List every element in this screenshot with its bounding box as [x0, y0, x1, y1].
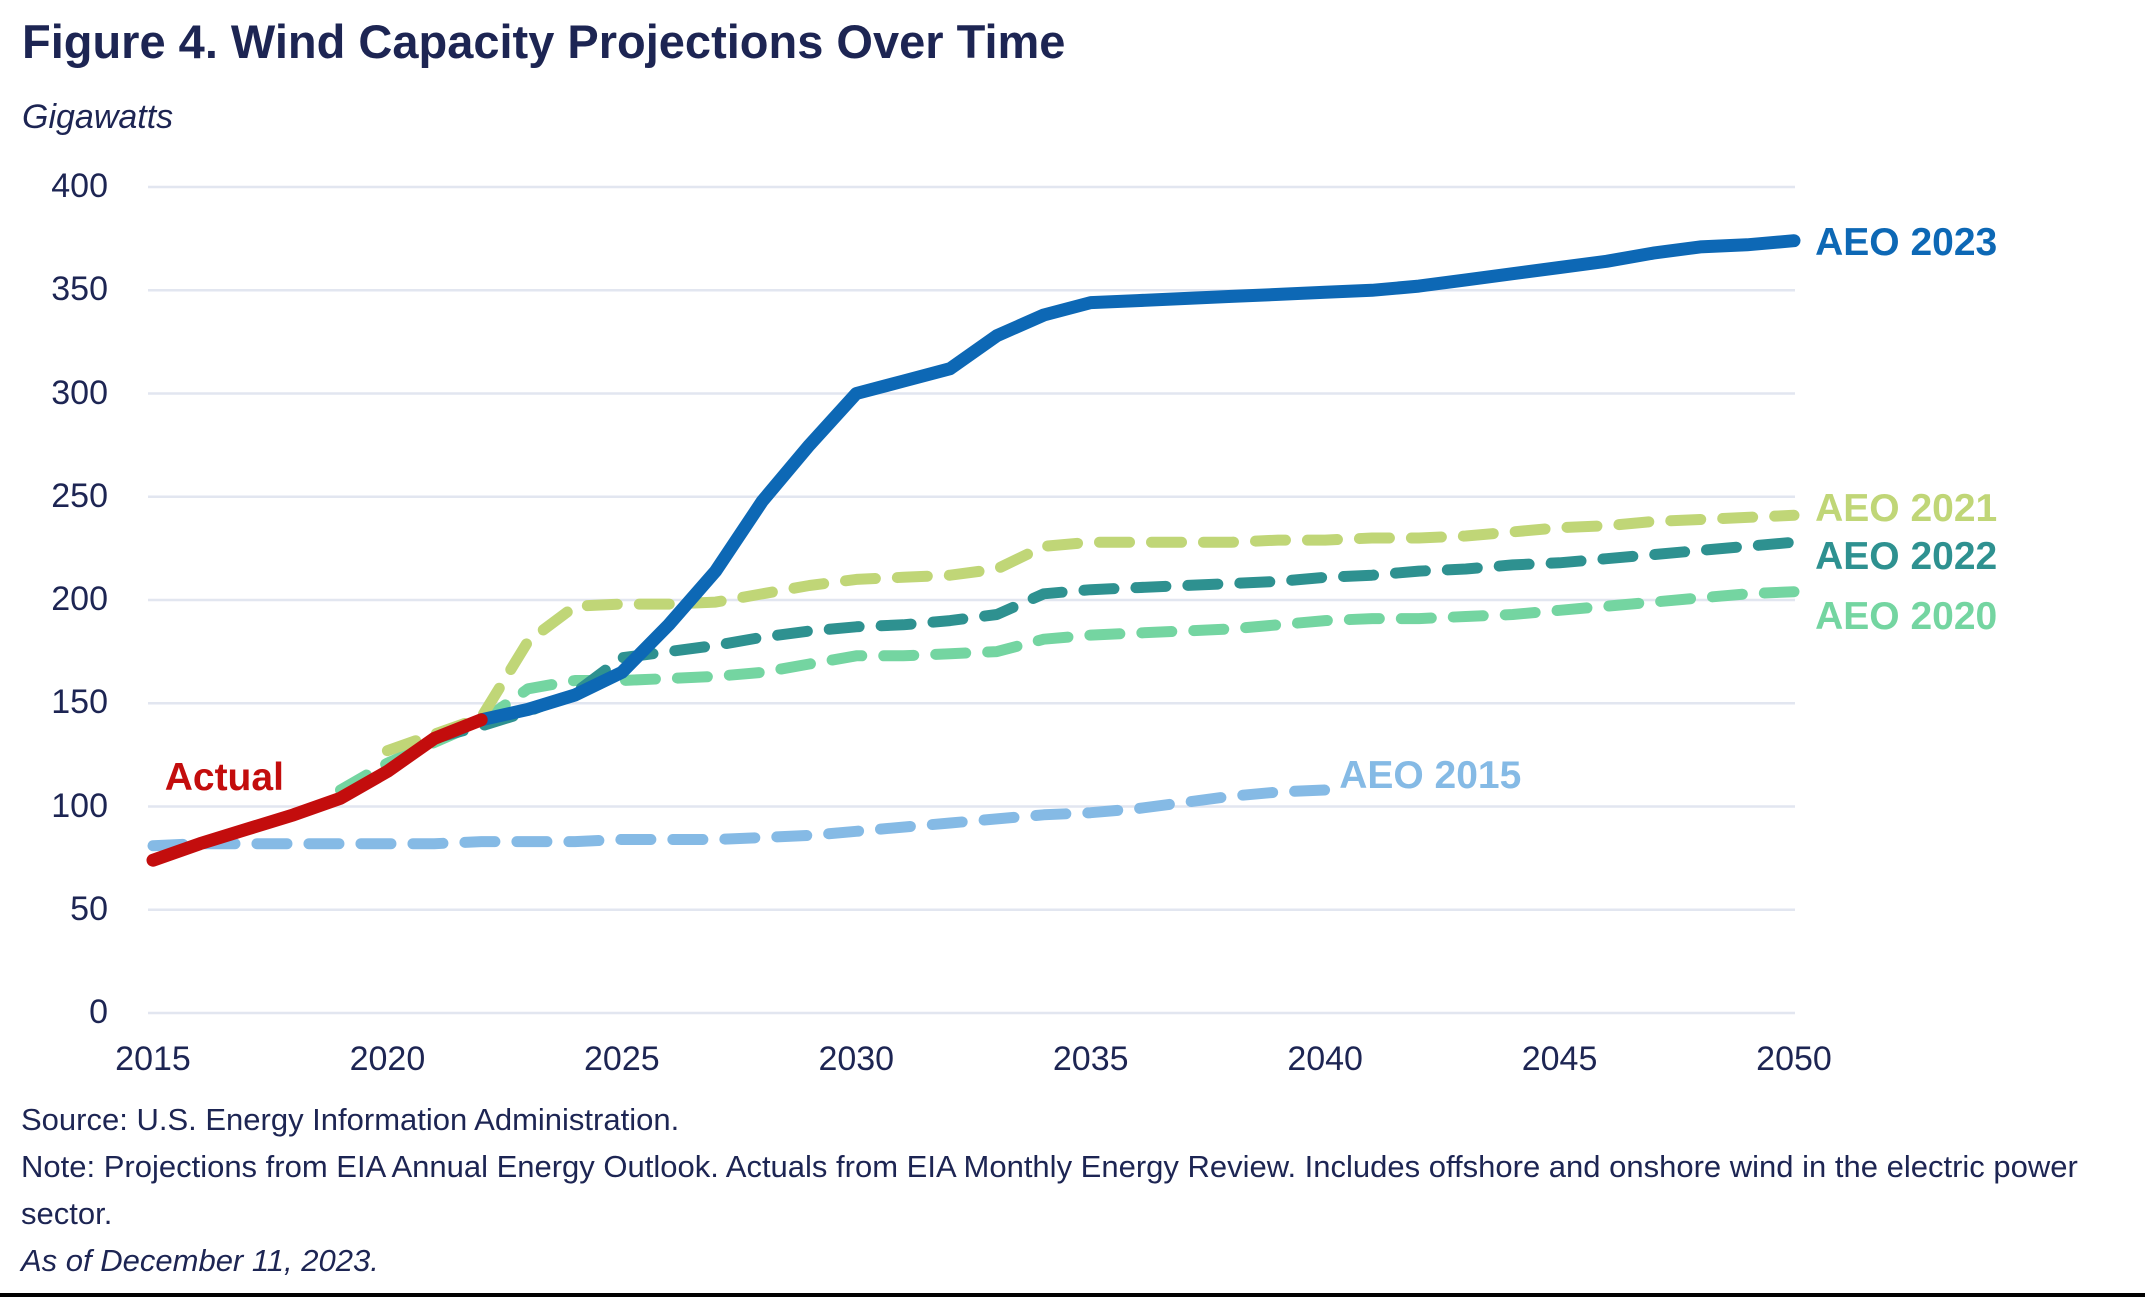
- series-label-aeo-2023: AEO 2023: [1815, 220, 1998, 264]
- x-tick-label-2025: 2025: [584, 1040, 660, 1078]
- series-line-aeo-2021: [381, 509, 1800, 757]
- series-label-aeo-2021: AEO 2021: [1815, 487, 1998, 531]
- y-tick-label-300: 300: [51, 373, 108, 412]
- x-tick-label-2020: 2020: [349, 1040, 426, 1078]
- series-label-aeo-2015: AEO 2015: [1339, 753, 1522, 797]
- figure-title: Figure 4. Wind Capacity Projections Over…: [22, 15, 1066, 68]
- y-axis-unit-label: Gigawatts: [22, 98, 174, 136]
- series-label-actual: Actual: [164, 755, 284, 799]
- y-tick-label-250: 250: [51, 476, 108, 515]
- source-note: Source: U.S. Energy Information Administ…: [21, 1102, 680, 1137]
- series-label-aeo-2022: AEO 2022: [1815, 534, 1998, 578]
- y-tick-label-150: 150: [51, 683, 108, 722]
- x-tick-label-2045: 2045: [1521, 1040, 1598, 1078]
- series-label-aeo-2020: AEO 2020: [1815, 594, 1998, 638]
- y-tick-label-200: 200: [51, 580, 108, 618]
- as-of-date: As of December 11, 2023.: [21, 1243, 379, 1278]
- y-tick-label-400: 400: [51, 167, 108, 205]
- series-line-actual: [146, 713, 488, 867]
- figure-footer: Source: U.S. Energy Information Administ…: [21, 1096, 2133, 1284]
- y-tick-label-350: 350: [51, 270, 108, 309]
- methodology-note: Note: Projections from EIA Annual Energy…: [21, 1149, 2078, 1231]
- y-tick-label-100: 100: [51, 786, 108, 825]
- series-line-aeo-2023: [474, 234, 1801, 727]
- y-tick-label-0: 0: [89, 993, 108, 1031]
- y-tick-label-50: 50: [70, 889, 108, 928]
- x-tick-label-2040: 2040: [1287, 1040, 1363, 1078]
- x-tick-label-2030: 2030: [818, 1040, 895, 1078]
- x-tick-label-2050: 2050: [1756, 1040, 1832, 1078]
- x-tick-label-2015: 2015: [115, 1040, 191, 1078]
- series-line-aeo-2022: [428, 536, 1800, 744]
- x-tick-label-2035: 2035: [1052, 1040, 1129, 1078]
- bottom-border-rule: [0, 1293, 2145, 1297]
- series-line-aeo-2015: [147, 784, 1331, 852]
